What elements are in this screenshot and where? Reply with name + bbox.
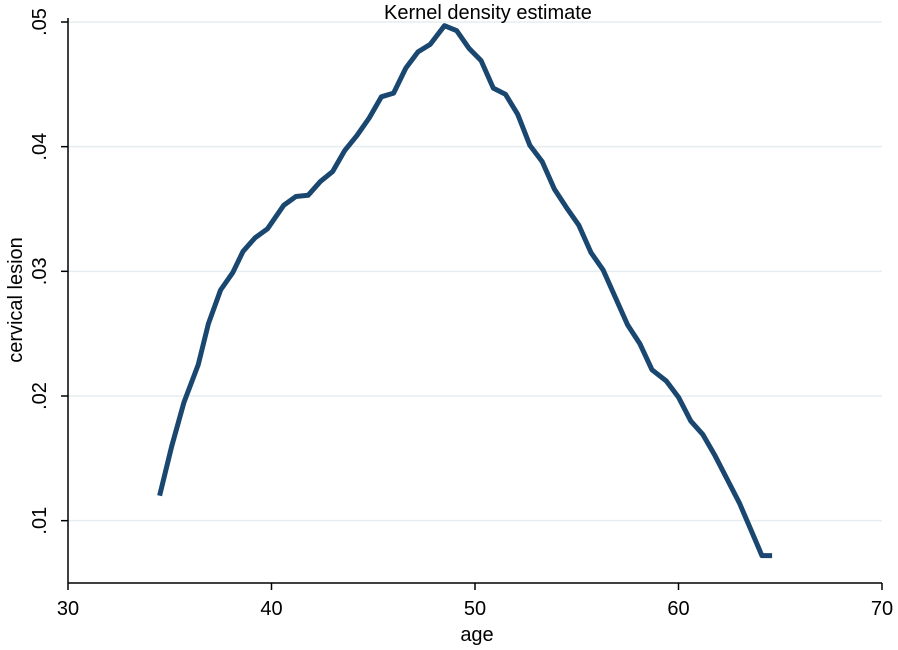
series-layer bbox=[157, 23, 773, 559]
chart-title: Kernel density estimate bbox=[384, 2, 592, 24]
y-tick-label-1: .02 bbox=[29, 382, 51, 410]
axes: .01 .02 .03 .04 .05 30 40 50 60 70 bbox=[29, 8, 893, 620]
x-axis-title: age bbox=[460, 624, 493, 646]
y-tick-label-3: .04 bbox=[29, 133, 51, 161]
x-tick-label-4: 70 bbox=[871, 598, 893, 620]
y-tick-label-0: .01 bbox=[29, 507, 51, 535]
density-line-0 bbox=[157, 23, 773, 559]
x-tick-label-2: 50 bbox=[464, 598, 486, 620]
x-tick-label-0: 30 bbox=[57, 598, 79, 620]
x-tick-label-1: 40 bbox=[260, 598, 282, 620]
y-axis-title: cervical lesion bbox=[5, 237, 27, 363]
x-tick-label-3: 60 bbox=[667, 598, 689, 620]
y-tick-label-2: .03 bbox=[29, 257, 51, 285]
y-tick-label-4: .05 bbox=[29, 8, 51, 36]
